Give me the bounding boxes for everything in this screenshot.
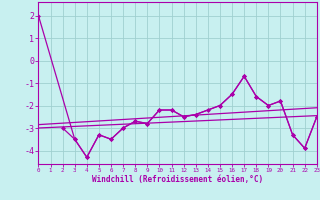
X-axis label: Windchill (Refroidissement éolien,°C): Windchill (Refroidissement éolien,°C): [92, 175, 263, 184]
